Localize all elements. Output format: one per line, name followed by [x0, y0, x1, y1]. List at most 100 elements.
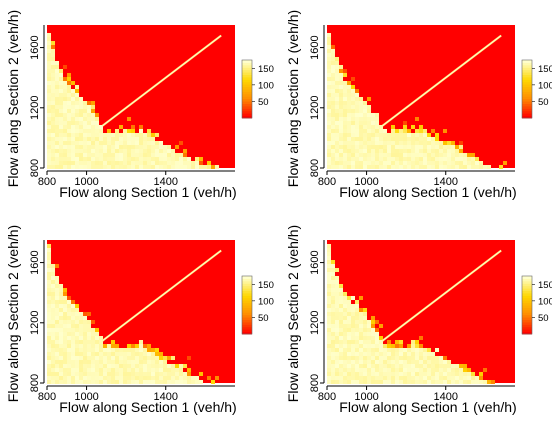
- heatmap-cell: [375, 117, 379, 121]
- heatmap-cell: [423, 368, 427, 372]
- heatmap-cell: [403, 145, 407, 149]
- heatmap-cell: [163, 149, 167, 153]
- heatmap-cell: [327, 113, 331, 117]
- heatmap-cell: [191, 161, 195, 165]
- heatmap-cell: [59, 340, 63, 344]
- heatmap-cell: [359, 153, 363, 157]
- heatmap-cell: [363, 340, 367, 344]
- heatmap-cell: [411, 344, 415, 348]
- heatmap-cell: [75, 328, 79, 332]
- heatmap-cell: [75, 368, 79, 372]
- heatmap-cell: [95, 129, 99, 133]
- heatmap-cell: [407, 344, 411, 348]
- heatmap-cell: [387, 344, 391, 348]
- colorbar-swatch: [522, 86, 532, 90]
- heatmap-cell: [87, 312, 91, 316]
- heatmap-cell: [327, 129, 331, 133]
- heatmap-cell: [443, 153, 447, 157]
- heatmap-cell: [55, 129, 59, 133]
- heatmap-cell: [67, 125, 71, 129]
- heatmap-cell: [143, 380, 147, 384]
- heatmap-cell: [383, 157, 387, 161]
- heatmap-cell: [355, 328, 359, 332]
- heatmap-cell: [135, 364, 139, 368]
- heatmap-cell: [55, 340, 59, 344]
- heatmap-cell: [75, 141, 79, 145]
- heatmap-cell: [167, 165, 171, 169]
- heatmap-cell: [415, 368, 419, 372]
- heatmap-cell: [63, 356, 67, 360]
- heatmap-cell: [395, 364, 399, 368]
- heatmap-cell: [79, 352, 83, 356]
- heatmap-cell: [331, 328, 335, 332]
- heatmap-cell: [335, 316, 339, 320]
- heatmap-cell: [79, 153, 83, 157]
- heatmap-cell: [343, 344, 347, 348]
- colorbar-swatch: [242, 86, 252, 90]
- heatmap-cell: [479, 376, 483, 380]
- heatmap-cell: [363, 117, 367, 121]
- heatmap-cell: [47, 256, 51, 260]
- heatmap-cell: [379, 340, 383, 344]
- heatmap-cell: [347, 97, 351, 101]
- heatmap-cell: [427, 360, 431, 364]
- heatmap-cell: [383, 133, 387, 137]
- heatmap-cell: [167, 153, 171, 157]
- heatmap-cell: [459, 141, 463, 145]
- heatmap-cell: [387, 376, 391, 380]
- heatmap-cell: [427, 161, 431, 165]
- heatmap-cell: [55, 117, 59, 121]
- heatmap-cell: [127, 352, 131, 356]
- colorbar-tick-label: 100: [258, 296, 274, 307]
- heatmap-cell: [335, 73, 339, 77]
- heatmap-cell: [351, 97, 355, 101]
- heatmap-cell: [339, 340, 343, 344]
- colorbar-swatch: [522, 79, 532, 83]
- heatmap-cell: [423, 141, 427, 145]
- heatmap-cell: [143, 137, 147, 141]
- heatmap-cell: [119, 368, 123, 372]
- heatmap-cell: [47, 65, 51, 69]
- heatmap-cell: [487, 165, 491, 169]
- heatmap-cell: [327, 304, 331, 308]
- heatmap-cell: [419, 344, 423, 348]
- colorbar-swatch: [242, 93, 252, 97]
- heatmap-cell: [107, 380, 111, 384]
- heatmap-cell: [367, 360, 371, 364]
- heatmap-cell: [191, 376, 195, 380]
- colorbar-swatch: [242, 96, 252, 100]
- heatmap-cell: [371, 153, 375, 157]
- heatmap-cell: [51, 49, 55, 53]
- colorbar-swatch: [522, 105, 532, 109]
- heatmap-cell: [103, 141, 107, 145]
- colorbar-tick-label: 150: [538, 64, 552, 75]
- heatmap-cell: [59, 101, 63, 105]
- heatmap-cell: [331, 117, 335, 121]
- heatmap-cell: [403, 149, 407, 153]
- x-tick-label: 1000: [354, 391, 378, 403]
- heatmap-cell: [135, 153, 139, 157]
- heatmap-cell: [143, 161, 147, 165]
- heatmap-cell: [63, 328, 67, 332]
- heatmap-cell: [387, 157, 391, 161]
- heatmap-cell: [439, 380, 443, 384]
- heatmap-cell: [327, 296, 331, 300]
- heatmap-cell: [75, 85, 79, 89]
- heatmap-cell: [335, 308, 339, 312]
- heatmap-cell: [439, 368, 443, 372]
- heatmap-cell: [395, 133, 399, 137]
- colorbar-frame: [241, 59, 253, 119]
- heatmap-cell: [47, 33, 51, 37]
- heatmap-cell: [171, 372, 175, 376]
- heatmap-cell: [151, 137, 155, 141]
- heatmap-cell: [131, 161, 135, 165]
- heatmap-cell: [119, 149, 123, 153]
- heatmap-cell: [75, 308, 79, 312]
- heatmap-cell: [187, 157, 191, 161]
- colorbar-swatch: [242, 290, 252, 294]
- heatmap-cell: [67, 372, 71, 376]
- heatmap-cell: [423, 165, 427, 169]
- colorbar-tick-label: 50: [258, 97, 269, 108]
- heatmap-cell: [55, 336, 59, 340]
- heatmap-cell: [123, 129, 127, 133]
